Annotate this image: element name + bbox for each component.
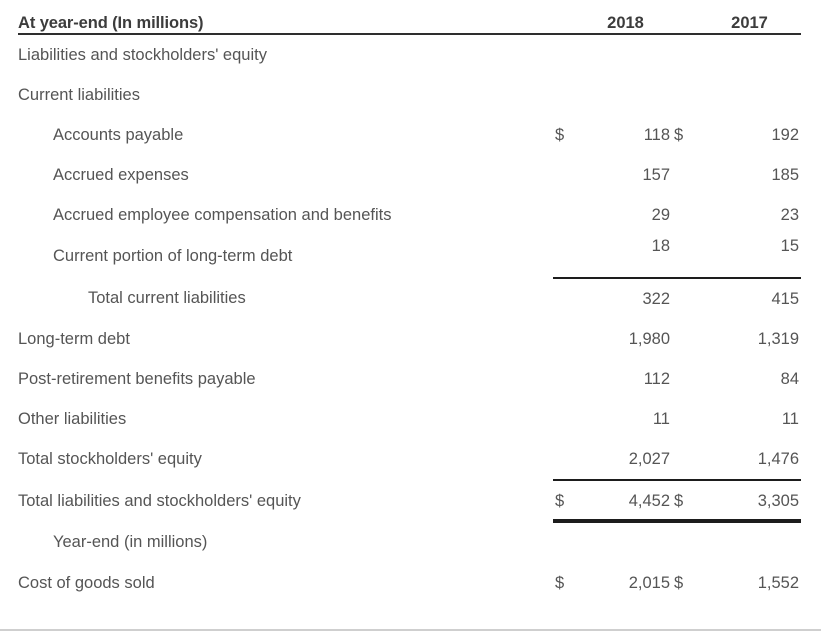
- row-value-2018: [579, 75, 672, 115]
- row-currency-2018: [553, 195, 579, 235]
- row-currency-2017: [672, 235, 698, 279]
- row-label: Accounts payable: [53, 125, 184, 144]
- row-value-2018: 2,027: [579, 439, 672, 481]
- row-currency-2018: [553, 359, 579, 399]
- row-currency-2018: $: [555, 573, 565, 592]
- row-value-2017: [698, 34, 801, 75]
- table-row: Post-retirement benefits payable 112 84: [18, 359, 801, 399]
- row-currency-2018: $: [553, 480, 579, 523]
- row-currency-2017: [672, 155, 698, 195]
- row-currency-2017: [672, 34, 698, 75]
- row-label: Accrued employee compensation and benefi…: [53, 205, 392, 224]
- row-value-2017: [698, 75, 801, 115]
- table-row: Accounts payable $118 $192: [18, 115, 801, 155]
- table-row: Total stockholders' equity 2,027 1,476: [18, 439, 801, 481]
- row-value-2017: 1,319: [757, 329, 799, 348]
- header-label: At year-end (In millions): [18, 0, 553, 35]
- row-currency-2017: $: [672, 480, 698, 523]
- row-currency-2017: $: [674, 573, 684, 592]
- row-label: Post-retirement benefits payable: [18, 369, 256, 388]
- row-label: Total stockholders' equity: [18, 450, 202, 468]
- table-row: Other liabilities 11 11: [18, 399, 801, 439]
- row-value-2018: 1,980: [628, 329, 670, 348]
- table-row: Total current liabilities 322 415: [18, 278, 801, 319]
- row-value-2017: 23: [780, 205, 799, 224]
- row-currency-2017: [672, 319, 698, 359]
- row-value-2017: 3,305: [698, 480, 801, 523]
- row-value-2017: 415: [771, 289, 799, 308]
- table-row: Long-term debt 1,980 1,319: [18, 319, 801, 359]
- row-currency-2018: [553, 399, 579, 439]
- header-currency-spacer-2017: [672, 0, 698, 35]
- row-value-2017: 185: [771, 165, 799, 184]
- row-label: Long-term debt: [18, 329, 130, 348]
- row-label: Liabilities and stockholders' equity: [18, 45, 267, 64]
- row-currency-2018: [553, 235, 579, 279]
- row-value-2018: 157: [642, 165, 670, 184]
- balance-sheet-table: At year-end (In millions) 2018 2017 Liab…: [18, 0, 801, 603]
- row-value-2018: 29: [651, 205, 670, 224]
- row-value-2018: 11: [652, 409, 670, 428]
- row-currency-2018: [553, 34, 579, 75]
- table-row: Cost of goods sold $2,015 $1,552: [18, 563, 801, 603]
- row-label: Total current liabilities: [88, 289, 246, 307]
- row-label: Accrued expenses: [53, 165, 189, 184]
- row-value-2017: 11: [781, 409, 799, 428]
- row-currency-2018: [553, 522, 579, 563]
- table-row: Year-end (in millions): [18, 522, 801, 563]
- table-row: Liabilities and stockholders' equity: [18, 34, 801, 75]
- table-row: Total liabilities and stockholders' equi…: [18, 480, 801, 523]
- row-currency-2018: $: [555, 125, 565, 144]
- row-currency-2018: [553, 278, 579, 319]
- row-value-2017: 15: [698, 235, 801, 279]
- table-header: At year-end (In millions) 2018 2017: [18, 0, 801, 35]
- row-value-2018: 2,015: [628, 573, 670, 592]
- table-row: Current portion of long-term debt 18 15: [18, 235, 801, 279]
- row-currency-2018: [553, 75, 579, 115]
- row-currency-2017: [672, 359, 698, 399]
- row-currency-2017: [672, 75, 698, 115]
- table-row: Accrued employee compensation and benefi…: [18, 195, 801, 235]
- row-value-2018: 18: [579, 235, 672, 279]
- row-currency-2017: [672, 522, 698, 563]
- header-currency-spacer-2018: [553, 0, 579, 35]
- row-label: Current portion of long-term debt: [53, 247, 293, 265]
- row-currency-2017: [672, 399, 698, 439]
- table-row: Current liabilities: [18, 75, 801, 115]
- row-value-2018: 322: [642, 289, 670, 308]
- row-value-2017: 192: [771, 125, 799, 144]
- row-value-2018: 118: [643, 125, 670, 144]
- row-value-2017: [698, 522, 801, 563]
- row-currency-2018: [553, 155, 579, 195]
- header-row: At year-end (In millions) 2018 2017: [18, 0, 801, 35]
- table-row: Accrued expenses 157 185: [18, 155, 801, 195]
- row-label: Other liabilities: [18, 409, 127, 428]
- row-currency-2018: [553, 319, 579, 359]
- row-label: Total liabilities and stockholders' equi…: [18, 491, 301, 510]
- row-label: Cost of goods sold: [18, 573, 155, 592]
- row-label: Current liabilities: [18, 85, 140, 104]
- row-currency-2017: [672, 439, 698, 481]
- table-body: Liabilities and stockholders' equity Curr…: [18, 34, 801, 603]
- row-value-2018: 4,452: [579, 480, 672, 523]
- row-value-2017: 84: [780, 369, 799, 388]
- row-label: Year-end (in millions): [53, 533, 208, 551]
- row-currency-2017: [672, 278, 698, 319]
- row-currency-2018: [553, 439, 579, 481]
- row-value-2018: [579, 522, 672, 563]
- row-value-2017: 1,552: [757, 573, 799, 592]
- header-year-2018: 2018: [579, 0, 672, 35]
- row-value-2018: [579, 34, 672, 75]
- row-currency-2017: $: [674, 125, 684, 144]
- header-year-2017: 2017: [698, 0, 801, 35]
- row-value-2018: 112: [643, 369, 670, 388]
- row-currency-2017: [672, 195, 698, 235]
- row-value-2017: 1,476: [698, 439, 801, 481]
